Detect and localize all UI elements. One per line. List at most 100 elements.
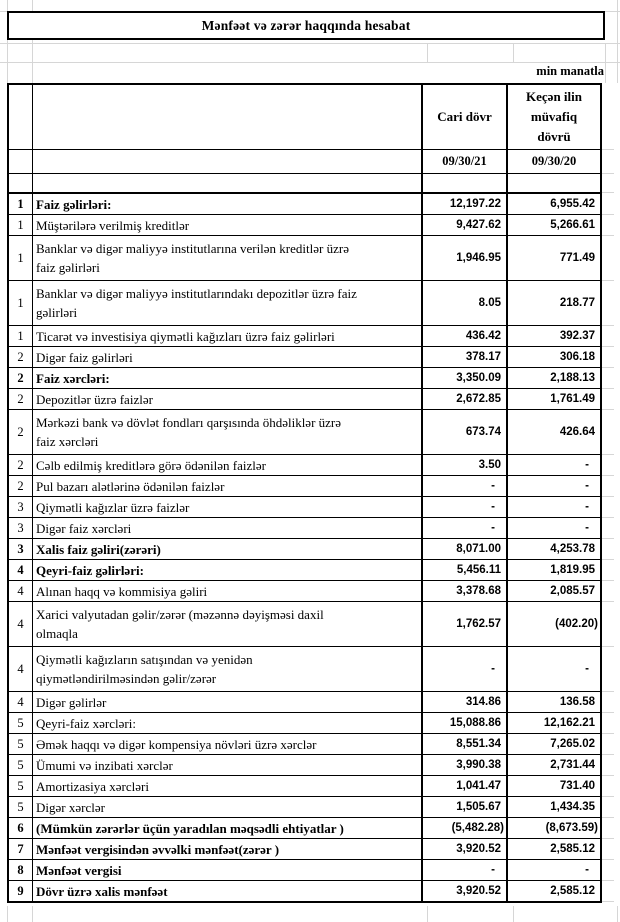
row-number-cell: 2 [9, 368, 33, 388]
prior-value-cell: 392.37 [559, 330, 595, 342]
row-number-cell: 2 [9, 410, 33, 454]
row-label-cell: Qeyri-faiz gəlirləri: [33, 560, 423, 580]
gridline [7, 906, 8, 922]
row-number-cell: 5 [9, 776, 33, 796]
prior-value-cell: 136.58 [559, 696, 595, 708]
spacer-cell [423, 174, 508, 192]
row-label-cell: Amortizasiya xərcləri [33, 776, 423, 796]
row-label-cell: Digər xərclər [33, 797, 423, 817]
gridline [0, 62, 620, 63]
current-value-cell: 8.05 [423, 281, 508, 325]
row-number-cell: 5 [9, 797, 33, 817]
row-number-cell: 1 [9, 281, 33, 325]
table-row: 9 Dövr üzrə xalis mənfəət 3,920.52 2,585… [9, 881, 614, 902]
spacer-cell [9, 174, 33, 192]
current-value-cell: 5,456.11 [423, 560, 508, 580]
table-row: 1 Banklar və digər maliyyə institutların… [9, 236, 614, 281]
gridline [32, 906, 33, 922]
row-number-cell: 4 [9, 560, 33, 580]
gridline [7, 40, 8, 83]
prior-value-cell: 1,819.95 [550, 564, 595, 576]
current-value-cell: - [423, 860, 508, 880]
table-row: 5 Digər xərclər 1,505.67 1,434.35 [9, 797, 614, 818]
prior-value-cell: 1,761.49 [550, 393, 595, 405]
current-value-cell: 3,378.68 [423, 581, 508, 601]
row-label-cell: Faiz gəlirləri: [33, 194, 423, 214]
prior-value-cell: 218.77 [559, 297, 595, 309]
current-value-cell: 2,672.85 [423, 389, 508, 409]
row-number-cell: 5 [9, 755, 33, 775]
table-row: 4 Qeyri-faiz gəlirləri: 5,456.11 1,819.9… [9, 560, 614, 581]
prior-value-cell: 7,265.02 [550, 738, 595, 750]
current-value-cell: 1,041.47 [423, 776, 508, 796]
row-number-cell: 2 [9, 455, 33, 475]
table-row: 1 Müştərilərə verilmiş kreditlər 9,427.6… [9, 215, 614, 236]
prior-value-cell: - [585, 864, 589, 876]
row-number-cell: 3 [9, 518, 33, 538]
row-label-cell: Qiymətli kağızlar üzrə faizlər [33, 497, 423, 517]
prior-value-cell: 1,434.35 [550, 801, 595, 813]
row-label-cell: Qiymətli kağızların satışından və yenidə… [33, 647, 423, 691]
current-value-cell: 1,946.95 [423, 236, 508, 280]
prior-value-cell: 4,253.78 [550, 543, 595, 555]
prior-value-cell: - [585, 522, 589, 534]
gridline [32, 40, 33, 83]
current-value-cell: 3,350.09 [423, 368, 508, 388]
current-value-cell: 378.17 [423, 347, 508, 367]
gridline [0, 43, 620, 44]
table-row: 4 Xarici valyutadan gəlir/zərər (məzənnə… [9, 602, 614, 647]
current-value-cell: 436.42 [423, 326, 508, 346]
row-label-cell: Ticarət və investisiya qiymətli kağızlar… [33, 326, 423, 346]
table-row: 2 Depozitlər üzrə faizlər 2,672.85 1,761… [9, 389, 614, 410]
table-row: 4 Alınan haqq və kommisiya gəliri 3,378.… [9, 581, 614, 602]
row-label-cell: Dövr üzrə xalis mənfəət [33, 881, 423, 901]
gridline [7, 0, 8, 11]
spacer-cell [508, 174, 600, 192]
row-number-cell: 3 [9, 539, 33, 559]
report-table-body: 1 Faiz gəlirləri: 12,197.22 6,955.42 1 M… [9, 194, 614, 902]
prior-value-cell: 2,188.13 [550, 372, 595, 384]
row-label-cell: Faiz xərcləri: [33, 368, 423, 388]
prior-value-cell: 2,585.12 [550, 885, 595, 897]
row-number-cell: 1 [9, 236, 33, 280]
header-number-cell [9, 85, 33, 149]
row-label-cell: Digər faiz gəlirləri [33, 347, 423, 367]
row-label-cell: Alınan haqq və kommisiya gəliri [33, 581, 423, 601]
unit-note: min manatla [536, 64, 604, 78]
row-label-cell: Digər gəlirlər [33, 692, 423, 712]
row-label-cell: Əmək haqqı və digər kompensiya növləri ü… [33, 734, 423, 754]
current-value-cell: - [423, 647, 508, 691]
table-row: 1 Banklar və digər maliyyə institutların… [9, 281, 614, 326]
current-value-cell: 3,990.38 [423, 755, 508, 775]
prior-value-cell: (402.20) [555, 618, 598, 630]
row-label-cell: Mənfəət vergisi [33, 860, 423, 880]
table-row: 1 Ticarət və investisiya qiymətli kağızl… [9, 326, 614, 347]
row-label-cell: Banklar və digər maliyyə institutlarında… [33, 281, 423, 325]
prior-value-cell: - [585, 459, 589, 471]
prior-value-cell: 426.64 [559, 426, 595, 438]
header-label-cell [33, 85, 423, 149]
spacer-cell [33, 174, 423, 192]
current-value-cell: 12,197.22 [423, 194, 508, 214]
prior-value-cell: 6,955.42 [550, 198, 595, 210]
table-row: 7 Mənfəət vergisindən əvvəlki mənfəət(zə… [9, 839, 614, 860]
spacer-row [9, 174, 614, 194]
current-value-cell: - [423, 497, 508, 517]
prior-value-cell: - [585, 663, 589, 675]
current-value-cell: 314.86 [423, 692, 508, 712]
current-value-cell: - [423, 476, 508, 496]
prior-value-cell: 5,266.61 [550, 219, 595, 231]
date-current: 09/30/21 [423, 150, 508, 173]
current-value-cell: 8,071.00 [423, 539, 508, 559]
prior-value-cell: - [585, 501, 589, 513]
row-label-cell: Banklar və digər maliyyə institutlarına … [33, 236, 423, 280]
prior-value-cell: 2,085.57 [550, 585, 595, 597]
current-value-cell: 3.50 [423, 455, 508, 475]
gridline [617, 906, 618, 922]
row-number-cell: 4 [9, 602, 33, 646]
column-header-row: Cari dövr Keçən ilin müvafiq dövrü [9, 85, 614, 150]
date-number-cell [9, 150, 33, 173]
prior-value-cell: 2,731.44 [550, 759, 595, 771]
gridline [427, 43, 428, 62]
